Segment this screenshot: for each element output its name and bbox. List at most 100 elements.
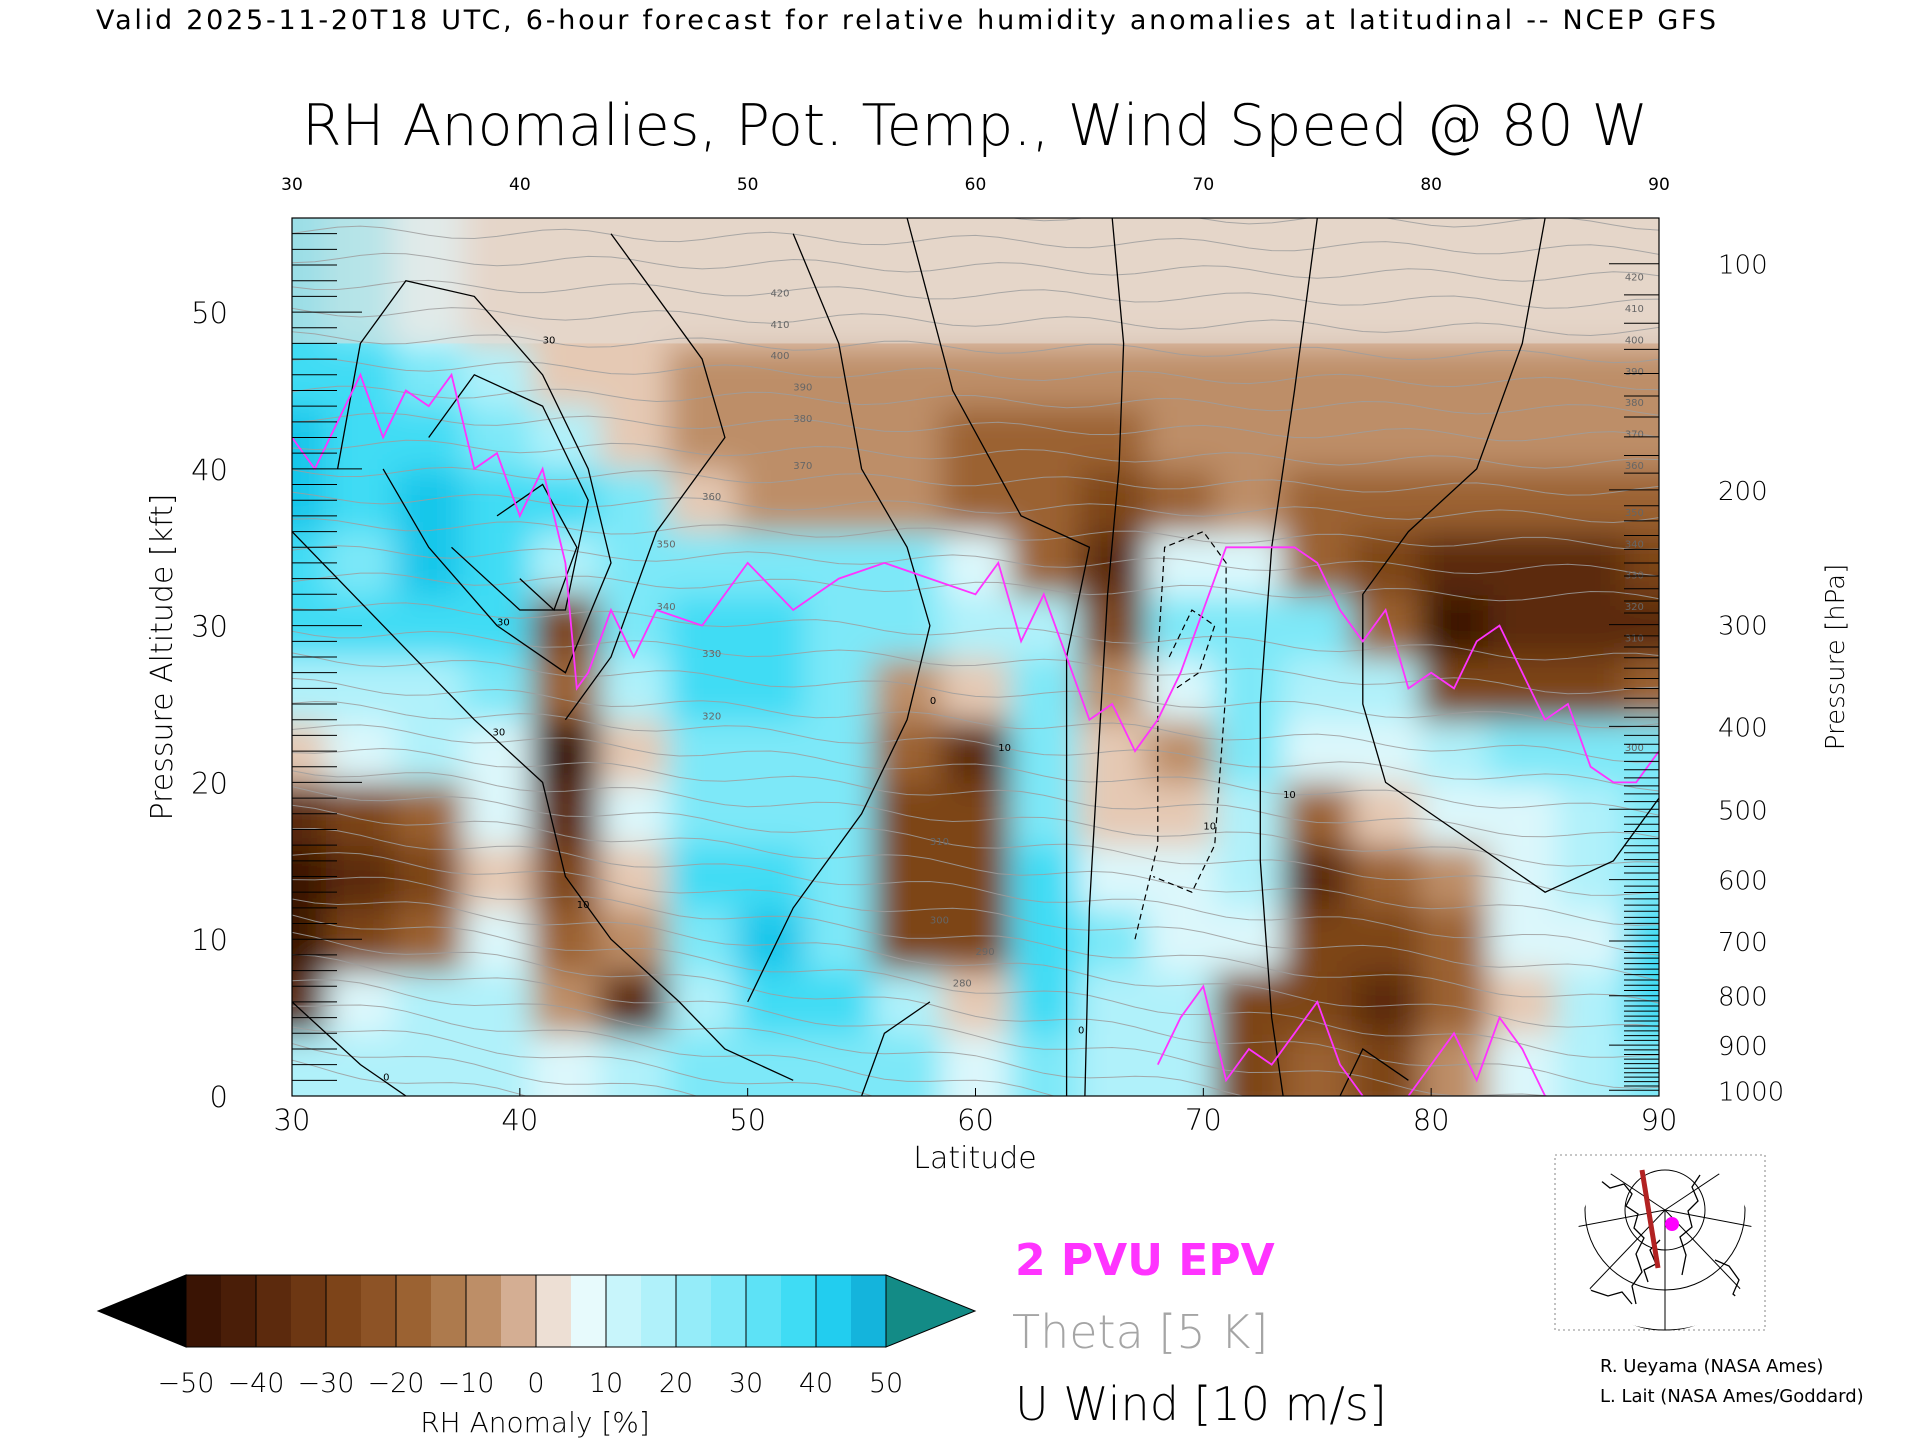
theta-contour-line <box>292 225 1659 255</box>
rh-cell <box>531 719 601 784</box>
pressure-tick-label: 100 <box>1718 251 1768 281</box>
theta-contour-line <box>292 700 1659 792</box>
rh-cell <box>394 782 464 847</box>
rh-cell <box>1488 907 1558 972</box>
legend-uwind: U Wind [10 m/s] <box>1015 1377 1387 1431</box>
legend-theta: Theta [5 K] <box>1012 1305 1268 1359</box>
rh-cell <box>1556 343 1626 408</box>
rh-cell <box>1214 343 1285 408</box>
rh-cell <box>667 845 738 909</box>
epv-2pvu-surface-line <box>1156 984 1364 1096</box>
colorbar-under-arrow <box>96 1274 187 1348</box>
rh-cell <box>394 468 464 533</box>
rh-cell <box>1009 1033 1080 1096</box>
rh-cell <box>599 1033 669 1096</box>
theta-contour-label: 350 <box>657 539 676 550</box>
rh-cell <box>872 594 943 658</box>
rh-cell <box>1556 782 1626 847</box>
colorbar: −50 −40 −30 −20 −10 0 10 20 30 40 50 <box>96 1274 977 1399</box>
rh-cell <box>1556 845 1626 909</box>
credit-line-2: L. Lait (NASA Ames/Goddard) <box>1600 1386 1864 1407</box>
rh-cell <box>872 719 943 784</box>
rh-cell <box>1078 406 1148 470</box>
colorbar-bin <box>186 1275 222 1347</box>
u-wind-contour-line <box>564 233 726 721</box>
theta-contour-line <box>292 914 1659 1058</box>
u-wind-contour-line <box>1339 1048 1409 1096</box>
rh-cell <box>736 657 806 721</box>
theta-contour-label: 370 <box>793 461 812 472</box>
rh-cell <box>804 657 874 721</box>
y-axis-label: Pressure Altitude [kft] <box>145 494 180 821</box>
colorbar-tick-label: −10 <box>438 1368 495 1399</box>
legend-epv: 2 PVU EPV <box>1015 1235 1275 1286</box>
rh-cell <box>1624 719 1659 784</box>
colorbar-bin <box>746 1275 782 1347</box>
theta-contour-label: 360 <box>1625 461 1644 472</box>
theta-contour-label: 410 <box>770 320 789 331</box>
colorbar-tick-label: −20 <box>368 1368 425 1399</box>
rh-cell <box>1146 907 1216 972</box>
rh-cell <box>1556 1033 1626 1096</box>
pressure-tick-label: 200 <box>1718 477 1768 507</box>
rh-cell <box>1556 531 1626 596</box>
rh-cell <box>1419 907 1490 972</box>
u-wind-contour-label: 10 <box>998 743 1011 754</box>
theta-contour-label: 280 <box>953 978 972 989</box>
theta-contour-line <box>292 385 1659 416</box>
theta-contour-line <box>292 572 1659 602</box>
pressure-tick-label: 300 <box>1718 612 1768 642</box>
rh-cell <box>1078 782 1148 847</box>
rh-cell <box>1488 468 1558 533</box>
x-tick-label: 90 <box>1641 1103 1678 1137</box>
rh-cell <box>326 468 396 533</box>
rh-cell <box>1214 531 1285 596</box>
rh-cell <box>1146 468 1216 533</box>
rh-cell <box>462 531 533 596</box>
rh-cell <box>941 594 1011 658</box>
u-wind-contour-line <box>292 531 794 1081</box>
u-wind-contour-label: 10 <box>1283 790 1296 801</box>
colorbar-bin <box>571 1275 607 1347</box>
rh-cell <box>941 468 1011 533</box>
rh-cell <box>941 782 1011 847</box>
rh-cell <box>1488 1033 1558 1096</box>
rh-cell <box>1556 970 1626 1035</box>
rh-cell <box>1488 531 1558 596</box>
rh-cell <box>599 657 669 721</box>
rh-cell <box>1351 845 1421 909</box>
rh-cell <box>531 970 601 1035</box>
u-wind-contour-label: 0 <box>1078 1025 1084 1036</box>
theta-contour-line <box>836 218 1659 231</box>
u-wind-contour-line <box>292 1001 407 1096</box>
rh-cell <box>1078 657 1148 721</box>
x-top-tick-label: 80 <box>1420 175 1442 195</box>
rh-cell <box>1624 845 1659 909</box>
x-tick-label: 80 <box>1413 1103 1450 1137</box>
rh-cell <box>462 907 533 972</box>
theta-contour-label: 350 <box>1625 508 1644 519</box>
x-top-tick-label: 50 <box>737 175 759 195</box>
colorbar-bin <box>606 1275 642 1347</box>
u-wind-contour-label: 0 <box>383 1072 389 1083</box>
rh-cell <box>941 719 1011 784</box>
rh-cell <box>1624 907 1659 972</box>
rh-cell <box>667 343 738 408</box>
rh-cell <box>1556 406 1626 470</box>
theta-contour-label: 360 <box>702 492 721 503</box>
theta-contour-label: 390 <box>793 382 812 393</box>
location-marker <box>1665 1217 1679 1231</box>
rh-cell <box>872 406 943 470</box>
rh-cell <box>1009 406 1080 470</box>
theta-contour-line <box>292 1004 1056 1096</box>
rh-cell <box>736 406 806 470</box>
rh-cell <box>531 1033 601 1096</box>
u-wind-contour-label: 30 <box>492 727 505 738</box>
theta-contour-line <box>292 602 1659 661</box>
rh-cell <box>1214 970 1285 1035</box>
rh-cell <box>1624 468 1659 533</box>
rh-cell <box>941 907 1011 972</box>
colorbar-over-arrow <box>885 1274 977 1348</box>
y-tick-label: 0 <box>210 1080 228 1114</box>
rh-cell <box>1214 406 1285 470</box>
